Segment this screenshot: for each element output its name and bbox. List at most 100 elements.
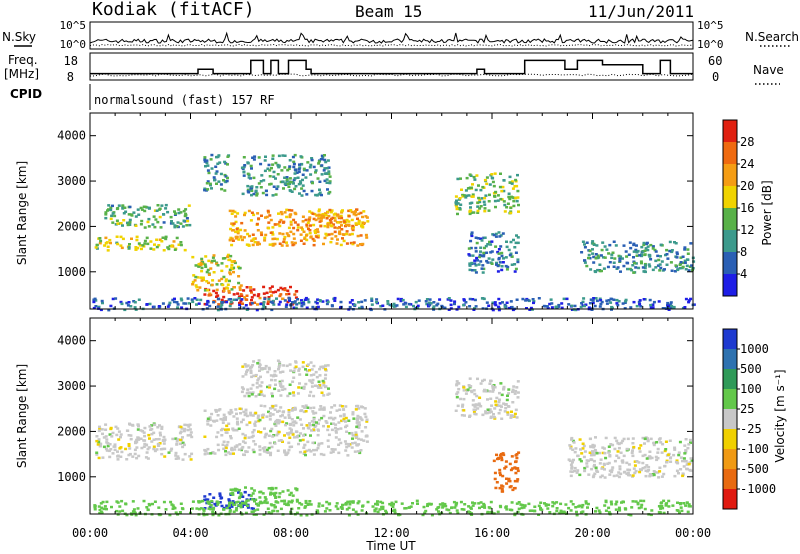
power-cell-538 bbox=[352, 212, 356, 215]
power-cell-1476 bbox=[621, 302, 625, 305]
velocity-cell-1186 bbox=[656, 471, 660, 474]
power-cell-485 bbox=[281, 232, 285, 236]
power-cell-1262 bbox=[591, 248, 594, 251]
power-cell-81 bbox=[278, 294, 282, 298]
velocity-cell-1375 bbox=[515, 480, 519, 483]
power-cell-1605 bbox=[443, 306, 447, 310]
power-cell-290 bbox=[128, 218, 132, 222]
velocity-cell-848 bbox=[244, 373, 248, 376]
power-cell-1342 bbox=[668, 249, 672, 253]
power-cell-1387 bbox=[683, 261, 687, 264]
velocity-cell-1847 bbox=[257, 504, 260, 507]
power-cell-98 bbox=[228, 268, 232, 272]
velocity-cell-671 bbox=[251, 431, 255, 434]
velocity-cell-188 bbox=[137, 454, 141, 458]
velocity-cell-615 bbox=[251, 448, 255, 452]
power-cell-1125 bbox=[490, 240, 494, 243]
power-cell-1774 bbox=[297, 301, 301, 305]
power-cell-1763 bbox=[684, 297, 688, 301]
power-cell-750 bbox=[226, 176, 229, 180]
power-cell-833 bbox=[242, 174, 246, 177]
power-cell-1649 bbox=[567, 303, 571, 306]
velocity-cell-767 bbox=[270, 392, 274, 395]
velocity-cell-541 bbox=[251, 414, 255, 417]
velocity-cell-661 bbox=[355, 436, 359, 439]
power-cell-1601 bbox=[497, 305, 500, 309]
freq-label: Freq. bbox=[8, 53, 38, 67]
velocity-cell-668 bbox=[322, 408, 326, 411]
velocity-cell-952 bbox=[514, 408, 518, 412]
power-cell-1768 bbox=[290, 301, 294, 304]
power-cell-160 bbox=[197, 262, 201, 266]
power-cell-1622 bbox=[235, 298, 238, 301]
velocity-cell-1762 bbox=[499, 505, 503, 509]
power-cell-88 bbox=[249, 286, 253, 289]
velocity-cell-1435 bbox=[245, 499, 249, 503]
velocity-cell-987 bbox=[497, 412, 501, 415]
power-cell-586 bbox=[326, 210, 330, 214]
velocity-cell-86 bbox=[229, 492, 233, 495]
velocity-cell-239 bbox=[110, 435, 114, 438]
power-cell-1505 bbox=[591, 301, 595, 305]
power-cell-1339 bbox=[643, 264, 647, 267]
velocity-cell-157 bbox=[183, 423, 187, 427]
velocity-cell-1741 bbox=[586, 506, 589, 509]
velocity-cell-1833 bbox=[207, 507, 211, 510]
velocity-cell-931 bbox=[318, 374, 322, 377]
velocity-cell-731 bbox=[287, 411, 291, 414]
velocity-cell-1311 bbox=[568, 444, 572, 447]
velocity-cell-112 bbox=[231, 493, 235, 496]
velocity-cell-1292 bbox=[669, 456, 673, 459]
velocity-cell-1626 bbox=[515, 502, 519, 505]
power-cell-1716 bbox=[285, 303, 289, 306]
power-cell-1119 bbox=[509, 252, 513, 255]
velocity-cell-683 bbox=[330, 448, 334, 451]
power-cell-1360 bbox=[628, 241, 632, 244]
power-cell-753 bbox=[314, 193, 318, 197]
velocity-cell-1860 bbox=[381, 505, 385, 509]
velocity-cell-299 bbox=[105, 438, 109, 441]
power-cell-239 bbox=[175, 236, 179, 240]
power-cell-947 bbox=[249, 164, 253, 168]
power-cell-1366 bbox=[636, 249, 640, 253]
power-cell-698 bbox=[317, 213, 321, 216]
velocity-cell-1261 bbox=[619, 451, 623, 454]
power-cell-1089 bbox=[476, 201, 480, 204]
power-cell-296 bbox=[134, 215, 138, 218]
velocity-cell-1293 bbox=[569, 463, 573, 466]
velocity-cell-693 bbox=[214, 410, 218, 413]
velocity-cell-1594 bbox=[392, 503, 395, 506]
velocity-cell-1152 bbox=[677, 451, 681, 454]
velocity-cell-651 bbox=[263, 404, 267, 408]
power-cell-903 bbox=[325, 181, 329, 184]
velocity-cell-329 bbox=[313, 441, 316, 445]
velocity-cell-1697 bbox=[174, 511, 178, 514]
power-cell-0 bbox=[258, 296, 262, 300]
power-cell-1074 bbox=[466, 187, 470, 190]
velocity-cell-829 bbox=[246, 391, 250, 395]
power-cell-1580 bbox=[560, 306, 564, 310]
velocity-cell-512 bbox=[234, 408, 238, 411]
power-cell-1606 bbox=[635, 304, 639, 308]
velocity-cell-1414 bbox=[516, 469, 520, 473]
power-cell-143 bbox=[211, 279, 215, 282]
velocity-cell-163 bbox=[111, 431, 115, 435]
velocity-cell-1070 bbox=[455, 395, 459, 399]
power-cell-706 bbox=[209, 158, 213, 161]
power-cell-1619 bbox=[532, 301, 535, 305]
velocity-cell-1281 bbox=[595, 469, 599, 472]
velocity-cell-559 bbox=[359, 438, 363, 441]
power-cell-1474 bbox=[193, 297, 197, 300]
velocity-cell-1139 bbox=[668, 439, 672, 442]
power-cell-1331 bbox=[686, 252, 690, 255]
velocity-cell-1742 bbox=[202, 508, 206, 511]
velocity-cell-855 bbox=[263, 367, 267, 370]
power-cell-1571 bbox=[436, 302, 440, 306]
velocity-cell-1397 bbox=[517, 451, 521, 454]
power-cell-1243 bbox=[669, 261, 673, 264]
velocity-cell-747 bbox=[204, 450, 208, 453]
velocity-cell-647 bbox=[312, 423, 315, 427]
velocity-cell-1792 bbox=[336, 507, 340, 511]
velocity-cell-781 bbox=[322, 394, 326, 397]
power-cell-737 bbox=[214, 165, 218, 168]
